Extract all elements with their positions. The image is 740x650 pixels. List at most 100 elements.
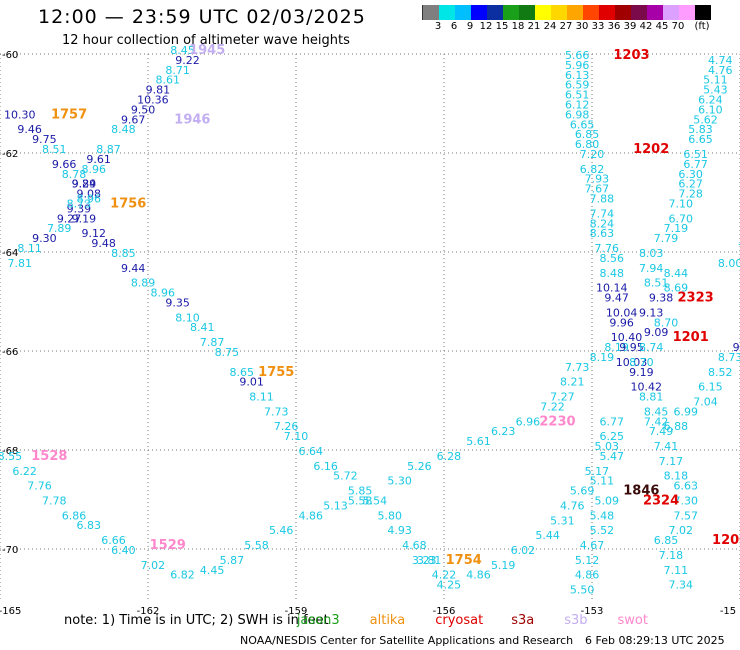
color-tick-label: 30: [575, 21, 589, 32]
wave-height-value: 8.87: [96, 143, 121, 156]
wave-height-value: 9.61: [86, 153, 111, 166]
pass-time-label: 1757: [51, 107, 87, 122]
wave-height-value: 8.70: [654, 316, 679, 329]
wave-height-value: 8.65: [229, 366, 254, 379]
wave-height-value: 5.69: [570, 485, 595, 498]
wave-height-value: 6.59: [565, 79, 590, 92]
map-grid: [0, 53, 740, 600]
legend-note: note: 1) Time is in UTC; 2) SWH is in fe…: [64, 613, 648, 628]
color-tick-label: 36: [607, 21, 621, 32]
axis-labels: -60 -62 -64 -66 -68 -70 -165 -162 -159 -156 -153 -1…: [0, 50, 736, 617]
color-tick-label: 45: [655, 21, 669, 32]
wave-height-value: 5.31: [550, 514, 575, 527]
wave-height-value: 8.45: [170, 44, 195, 57]
wave-height-value: 6.65: [688, 133, 713, 146]
wave-height-value: 9.96: [609, 316, 634, 329]
wave-height-value: 7.11: [664, 564, 689, 577]
wave-height-value: 5.26: [407, 460, 432, 473]
wave-height-value: 9.44: [121, 262, 146, 275]
wave-height-value: 6.24: [698, 94, 723, 107]
color-tick-label: 27: [559, 21, 573, 32]
wave-height-value: 6.99: [673, 405, 698, 418]
wave-height-value: 6.28: [437, 450, 462, 463]
wave-height-value: 5.11: [703, 74, 728, 87]
pass-time-label: 1756: [110, 196, 146, 211]
map-title: 12:00 — 23:59 UTC 02/03/2025: [38, 6, 366, 28]
wave-height-value: 7.18: [659, 549, 684, 562]
color-swatch: [471, 5, 487, 20]
wave-height-value: 8.44: [664, 267, 689, 280]
wave-height-value: 7.93: [585, 173, 610, 186]
wave-height-value: 9.09: [644, 326, 669, 339]
footer-org: NOAA/NESDIS Center for Satellite Applica…: [240, 634, 574, 647]
wave-height-value: 10.30: [4, 108, 36, 121]
wave-height-value: 5.19: [491, 559, 516, 572]
wave-height-value: 7.67: [585, 183, 610, 196]
wave-height-value: 6.30: [678, 168, 703, 181]
wave-height-value: 7.19: [664, 222, 689, 235]
wave-height-value: 5.12: [575, 554, 600, 567]
color-swatch: [663, 5, 679, 20]
color-tick-label: 15: [495, 21, 509, 32]
wave-height-value: 5.72: [333, 470, 358, 483]
pass-time-label: 2323: [678, 291, 714, 306]
wave-height-value: 6.40: [111, 544, 136, 557]
wave-height-value: 5.96: [565, 59, 590, 72]
wave-height-value: 9.19: [72, 212, 97, 225]
wave-height-value: 4.67: [580, 539, 605, 552]
color-tick-label: 42: [639, 21, 653, 32]
satellite-legend-swot: swot: [617, 613, 648, 628]
wave-height-value: 8.74: [639, 341, 664, 354]
wave-height-value: 7.79: [654, 232, 679, 245]
wave-height-value: 7.02: [141, 559, 166, 572]
wave-height-value: 7.85: [738, 242, 740, 255]
wave-height-value: 6.51: [565, 89, 590, 102]
pass-time-label: 1945: [189, 43, 225, 58]
wave-height-value: 8.75: [215, 346, 240, 359]
wave-height-value: 8.85: [111, 247, 136, 260]
wave-height-value: 6.83: [77, 519, 102, 532]
pass-time-label: 1200: [712, 533, 740, 548]
wave-height-value: 6.15: [698, 381, 723, 394]
color-scale-bar: [422, 5, 711, 20]
pass-time-label: 1528: [31, 449, 67, 464]
color-swatch: [583, 5, 599, 20]
wave-height-value: 10.03: [616, 356, 648, 369]
wave-height-value: 8.21: [560, 376, 585, 389]
wave-height-value: 6.66: [101, 534, 126, 547]
latitude-label: -64: [2, 248, 18, 259]
wave-height-value: 7.10: [284, 430, 309, 443]
color-swatch: [455, 5, 471, 20]
satellite-legend-cryosat: cryosat: [435, 613, 484, 628]
color-scale-ticks: 3 6 9 12 15 18 21 24 27 30 33 36 39 42 45 70 (ft): [422, 21, 740, 35]
color-swatch: [551, 5, 567, 20]
longitude-label: -165: [0, 606, 21, 617]
wave-height-value: 8.52: [708, 366, 733, 379]
note-text: note: 1) Time is in UTC; 2) SWH is in fe…: [64, 613, 329, 628]
wave-height-value: 7.57: [673, 509, 698, 522]
wave-height-value: 7.74: [590, 207, 615, 220]
wave-height-value: 8.89: [131, 277, 156, 290]
wave-height-value: 5.54: [363, 494, 388, 507]
wave-height-value: 5.52: [590, 524, 615, 537]
color-swatch: [679, 5, 695, 20]
wave-height-value: 5.50: [570, 584, 595, 597]
wave-height-value: 8.71: [165, 64, 190, 77]
wave-height-value: 5.43: [703, 84, 728, 97]
satellite-legend-s3a: s3a: [511, 613, 535, 628]
color-tick-label: 3: [434, 21, 442, 32]
wave-height-value: 5.17: [585, 465, 610, 478]
wave-height-value: 5.62: [693, 113, 718, 126]
wave-height-value: 6.77: [683, 158, 708, 171]
wave-height-value: 9.24: [72, 178, 97, 191]
pass-time-label: 2324: [643, 493, 679, 508]
wave-height-value: 5.87: [220, 554, 245, 567]
wave-height-value: 6.88: [664, 420, 689, 433]
wave-height-value: 6.77: [599, 415, 624, 428]
wave-height-value: 8.45: [644, 405, 669, 418]
wave-height-value: 7.17: [659, 455, 684, 468]
wave-height-value: 9.35: [165, 296, 190, 309]
wave-height-value: 8.55: [0, 450, 22, 463]
wave-height-value: 6.51: [683, 148, 708, 161]
